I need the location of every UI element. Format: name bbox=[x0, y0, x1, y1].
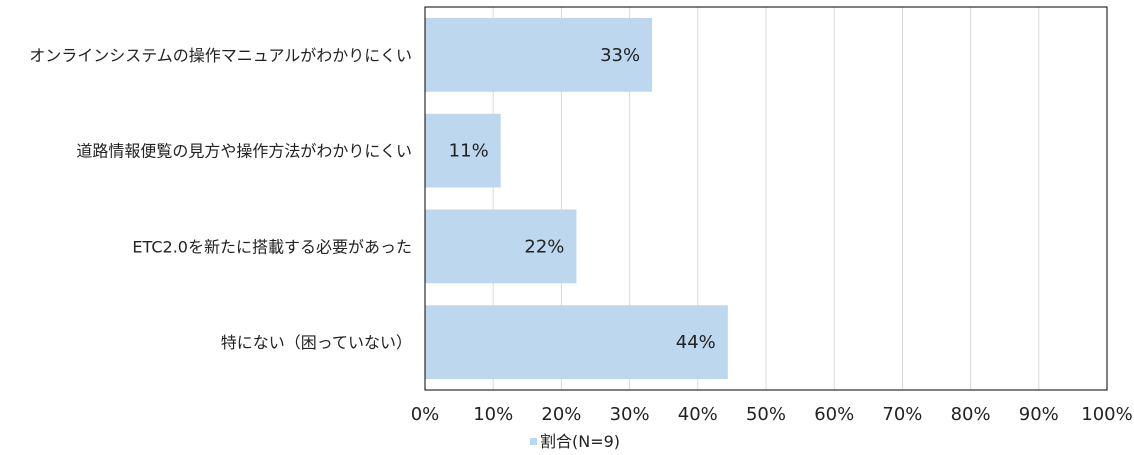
data-label: 22% bbox=[524, 236, 564, 257]
x-tick-label: 100% bbox=[1081, 404, 1132, 425]
x-tick-label: 80% bbox=[951, 404, 991, 425]
x-tick-label: 40% bbox=[678, 404, 718, 425]
bars bbox=[425, 18, 728, 379]
category-label: 特にない（困っていない） bbox=[221, 333, 412, 352]
category-label: ETC2.0を新たに搭載する必要があった bbox=[132, 237, 412, 256]
legend-label: 割合(N=9) bbox=[540, 432, 620, 451]
data-label: 33% bbox=[600, 45, 640, 66]
bar bbox=[425, 305, 728, 379]
data-label: 44% bbox=[676, 332, 716, 353]
legend: 割合(N=9) bbox=[530, 432, 620, 451]
plot-frame bbox=[424, 6, 1108, 391]
x-tick-labels: 0% 10% 20% 30% 40% 50% 60% 70% 80% 90% 100% bbox=[411, 404, 1133, 425]
x-tick-label: 60% bbox=[814, 404, 854, 425]
category-label: オンラインシステムの操作マニュアルがわかりにくい bbox=[29, 46, 412, 65]
legend-swatch bbox=[530, 438, 537, 445]
bar bbox=[425, 113, 501, 188]
category-label: 道路情報便覧の見方や操作方法がわかりにくい bbox=[76, 142, 412, 161]
x-tick-label: 20% bbox=[541, 404, 581, 425]
x-tick-label: 50% bbox=[746, 404, 786, 425]
x-tick-label: 10% bbox=[473, 404, 513, 425]
category-labels: オンラインシステムの操作マニュアルがわかりにくい道路情報便覧の見方や操作方法がわ… bbox=[29, 46, 412, 352]
x-tick-label: 0% bbox=[411, 404, 440, 425]
bar bbox=[425, 18, 653, 92]
plot-border bbox=[424, 6, 1108, 391]
x-tick-label: 70% bbox=[882, 404, 922, 425]
x-tick-label: 30% bbox=[610, 404, 650, 425]
bar bbox=[425, 209, 577, 284]
data-labels: 33% 11% 22% 44% bbox=[449, 45, 716, 353]
data-label: 11% bbox=[449, 141, 489, 162]
x-tick-label: 90% bbox=[1019, 404, 1059, 425]
